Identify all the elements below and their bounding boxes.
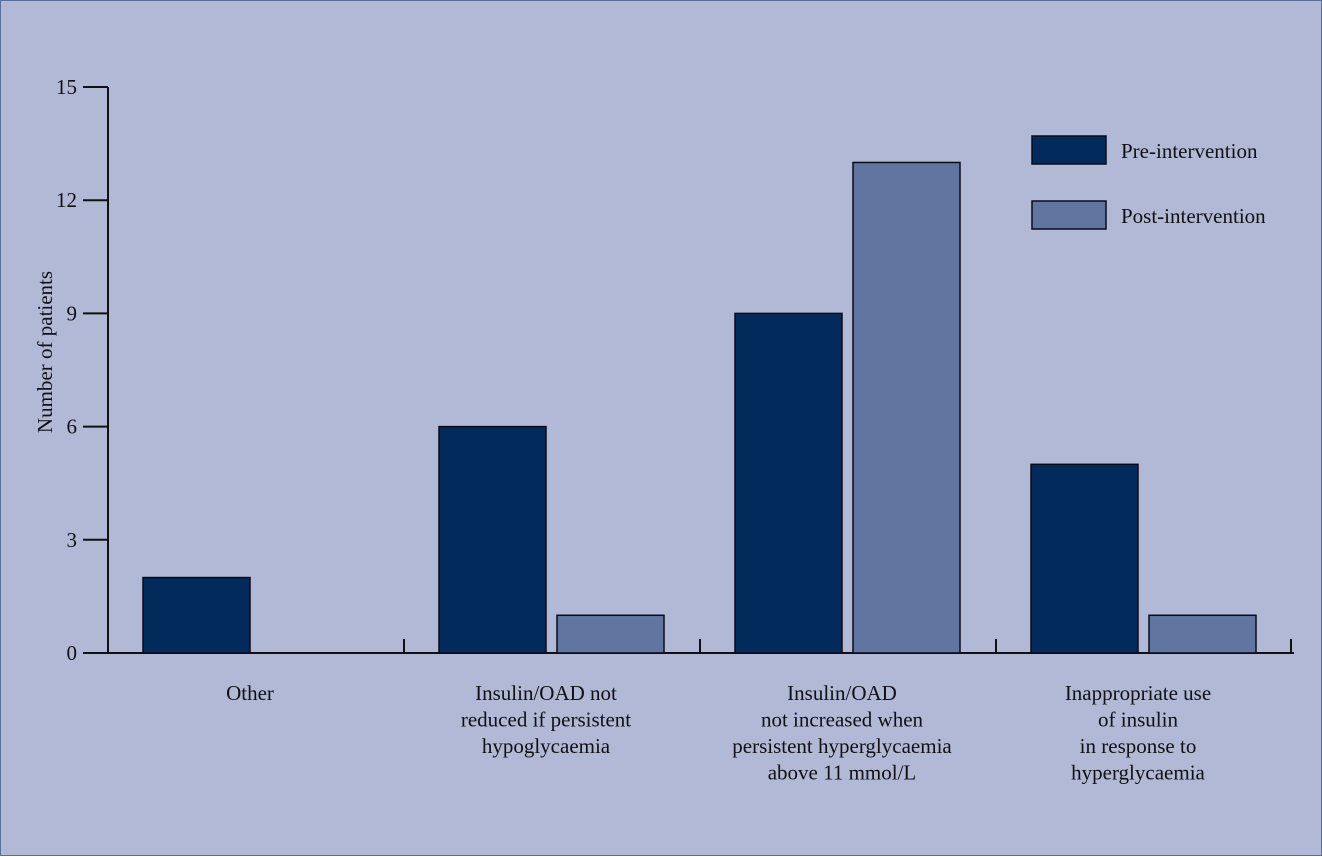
y-axis-title: Number of patients — [33, 271, 57, 433]
x-category-label-line: hyperglycaemia — [1071, 761, 1205, 785]
bar-post-4 — [1148, 614, 1257, 654]
bar-pre-4 — [1030, 463, 1139, 654]
bars — [142, 161, 1257, 654]
x-category-label-line: in response to — [1080, 734, 1197, 758]
x-category-label-line: Inappropriate use — [1065, 681, 1211, 705]
y-tick-label: 6 — [67, 415, 78, 439]
bar-post-3 — [852, 161, 961, 654]
bar-post-2 — [556, 614, 665, 654]
x-category-label-line: persistent hyperglycaemia — [732, 734, 952, 758]
x-category-label-line: of insulin — [1098, 708, 1178, 732]
legend-label: Post-intervention — [1121, 204, 1266, 228]
legend-swatch — [1031, 135, 1107, 165]
legend-label: Pre-intervention — [1121, 139, 1258, 163]
x-category-label-line: Insulin/OAD not — [475, 681, 617, 705]
x-category-label: Inappropriate use of insulin in response t… — [1065, 681, 1211, 785]
x-category-label-line: reduced if persistent — [461, 708, 631, 732]
bar-pre-2 — [438, 425, 547, 654]
y-tick-label: 0 — [67, 641, 78, 665]
x-category-label-line: Other — [226, 681, 274, 705]
tick-labels: 0 3 6 9 12 15 Other Insulin/OAD not reduced if p… — [56, 75, 1211, 785]
x-category-label: Insulin/OAD not increased when persistent … — [732, 681, 952, 785]
bar-pre-3 — [734, 312, 843, 654]
x-category-label-line: above 11 mmol/L — [768, 761, 917, 785]
legend-swatch — [1031, 200, 1107, 230]
y-tick-label: 12 — [56, 188, 77, 212]
x-category-label: Other — [226, 681, 274, 705]
x-category-label-line: hypoglycaemia — [482, 734, 611, 758]
bar-pre-1 — [142, 576, 251, 654]
y-tick-label: 9 — [67, 301, 78, 325]
x-category-label: Insulin/OAD not reduced if persistent hypo… — [461, 681, 631, 758]
y-tick-label: 3 — [67, 528, 78, 552]
y-tick-label: 15 — [56, 75, 77, 99]
legend: Pre-intervention Post-intervention — [1031, 135, 1266, 230]
x-category-label-line: not increased when — [761, 708, 924, 732]
x-category-label-line: Insulin/OAD — [787, 681, 897, 705]
